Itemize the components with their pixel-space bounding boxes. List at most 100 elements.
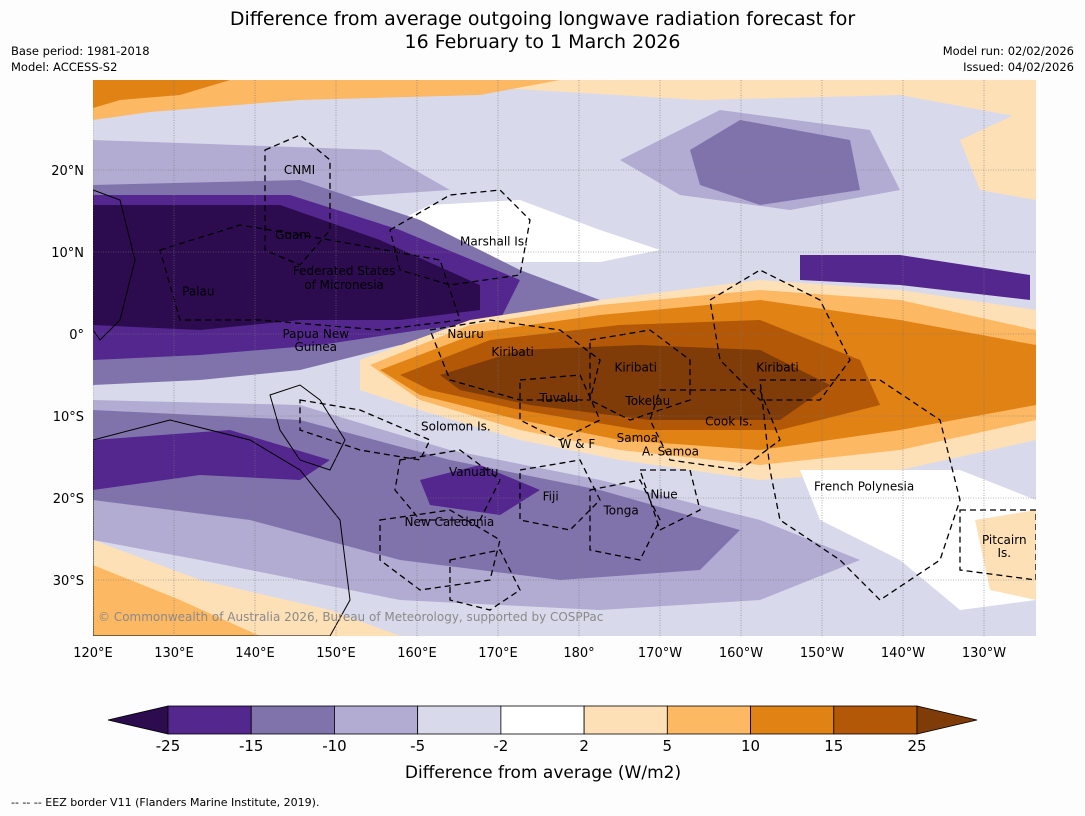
- colorbar-tick-label: 2: [579, 737, 589, 755]
- colorbar-extend-high: [916, 705, 978, 735]
- anomaly-patch-north-east-orange-light: [960, 105, 1036, 200]
- place-label: New Caledonia: [405, 515, 495, 529]
- eez-border-marshall-islands: [389, 189, 531, 286]
- place-label: Marshall Is.: [460, 234, 528, 248]
- place-label: French Polynesia: [814, 480, 914, 494]
- place-label: Is.: [997, 546, 1011, 560]
- eez-borders: [159, 134, 1036, 611]
- place-label: Guam: [275, 228, 311, 242]
- y-tick-label: 0°: [69, 328, 84, 343]
- anomaly-patch-south-west-orange: [93, 565, 260, 636]
- place-label: CNMI: [284, 163, 315, 177]
- model-name: Model: ACCESS-S2: [11, 60, 118, 74]
- colorbar-segment: [833, 705, 918, 735]
- eez-border-south: [449, 549, 521, 611]
- x-tick-label: 140°E: [235, 646, 275, 661]
- land-outline-new-guinea: [269, 384, 346, 471]
- x-tick-label: 140°W: [881, 646, 925, 661]
- colorbar-tick-label: 15: [824, 737, 843, 755]
- anomaly-band-purple-east: [800, 255, 1030, 300]
- title-line-1: Difference from average outgoing longwav…: [229, 8, 856, 30]
- place-label: Tokelau: [624, 394, 670, 408]
- place-label: Federated States: [293, 264, 395, 278]
- graticule: [93, 80, 1036, 636]
- place-label: W & F: [559, 437, 595, 451]
- place-label: Cook Is.: [705, 415, 752, 429]
- anomaly-patch-south-purple: [93, 430, 330, 490]
- land-outline-australia: [93, 419, 351, 636]
- x-tick-label: 170°E: [478, 646, 518, 661]
- anomaly-patch-vanuatu-purple: [420, 465, 540, 515]
- colorbar-segment: [583, 705, 668, 735]
- colorbar-segment: [500, 705, 585, 735]
- anomaly-core-dark-purple: [93, 205, 480, 330]
- y-tick-label: 10°N: [51, 246, 84, 261]
- x-tick-label: 180°: [563, 646, 594, 661]
- colorbar-segment: [334, 705, 419, 735]
- colorbar-tick-label: -25: [156, 737, 181, 755]
- eez-border-cook-islands: [649, 389, 781, 471]
- eez-border-kiribati-west: [429, 319, 601, 401]
- x-tick-label: 150°W: [800, 646, 844, 661]
- place-label: Papua New: [282, 327, 349, 341]
- base-period: Base period: 1981-2018: [11, 44, 150, 58]
- eez-border-micronesia: [159, 224, 461, 331]
- y-tick-label: 20°S: [53, 492, 84, 507]
- eez-border-cnmi: [264, 134, 331, 266]
- title-line-2: 16 February to 1 March 2026: [404, 31, 681, 53]
- colorbar-segment: [417, 705, 502, 735]
- colorbar-tick-label: 5: [663, 737, 673, 755]
- colorbar-tick-label: -2: [493, 737, 508, 755]
- eez-border-solomon-islands: [299, 399, 431, 461]
- eez-border-tonga: [589, 479, 661, 561]
- place-label: Kiribati: [491, 345, 533, 359]
- eez-border-niue: [639, 469, 701, 531]
- meta-left: Base period: 1981-2018 Model: ACCESS-S2: [11, 43, 150, 75]
- colorbar-tick-label: -10: [322, 737, 347, 755]
- anomaly-core-brown: [440, 345, 830, 420]
- anomaly-band-north-orange: [93, 80, 560, 120]
- place-label: A. Samoa: [642, 444, 699, 458]
- copyright-notice: © Commonwealth of Australia 2026, Bureau…: [98, 610, 603, 624]
- anomaly-patch-mid-purple-east: [690, 120, 860, 205]
- eez-border-fiji: [519, 459, 601, 531]
- place-label: Tuvalu: [538, 391, 578, 405]
- y-tick-label: 20°N: [51, 164, 84, 179]
- colorbar-tick-label: 25: [907, 737, 926, 755]
- place-label: Pitcairn: [982, 533, 1027, 547]
- x-tick-label: 160°E: [397, 646, 437, 661]
- place-label: Niue: [650, 488, 677, 502]
- colorbar: [107, 705, 978, 735]
- place-label: Kiribati: [756, 361, 798, 375]
- eez-border-french-polynesia: [759, 379, 961, 601]
- colorbar-segment: [167, 705, 252, 735]
- eez-border-kiribati-central: [589, 329, 691, 421]
- eez-border-new-caledonia: [379, 509, 501, 591]
- place-label: Nauru: [447, 327, 483, 341]
- place-label: Solomon Is.: [421, 420, 491, 434]
- eez-border-pitcairn: [959, 509, 1036, 581]
- x-tick-label: 130°E: [154, 646, 194, 661]
- anomaly-patch-white-south-east: [800, 470, 1036, 610]
- colorbar-segment: [666, 705, 751, 735]
- x-axis-ticks: 120°E 130°E 140°E 150°E 160°E 170°E 180° 170°W 1…: [73, 646, 1006, 661]
- place-label: Vanuatu: [449, 465, 499, 479]
- colorbar-title: Difference from average (W/m2): [405, 763, 681, 783]
- place-label: Kiribati: [614, 361, 656, 375]
- x-tick-label: 130°W: [962, 646, 1006, 661]
- y-tick-label: 10°S: [53, 410, 84, 425]
- y-axis-ticks: 20°N 10°N 0° 10°S 20°S 30°S: [51, 164, 84, 589]
- colorbar-segment: [250, 705, 335, 735]
- x-tick-label: 120°E: [73, 646, 113, 661]
- x-tick-label: 150°E: [316, 646, 356, 661]
- place-label: of Micronesia: [304, 278, 384, 292]
- colorbar-ticks: -25 -15 -10 -5 -2 2 5 10 15 25: [156, 737, 927, 755]
- colorbar-tick-label: -15: [239, 737, 264, 755]
- colorbar-extend-low: [107, 705, 169, 735]
- place-label: Samoa: [617, 431, 658, 445]
- colorbar-segment: [750, 705, 835, 735]
- place-label: Fiji: [543, 489, 559, 503]
